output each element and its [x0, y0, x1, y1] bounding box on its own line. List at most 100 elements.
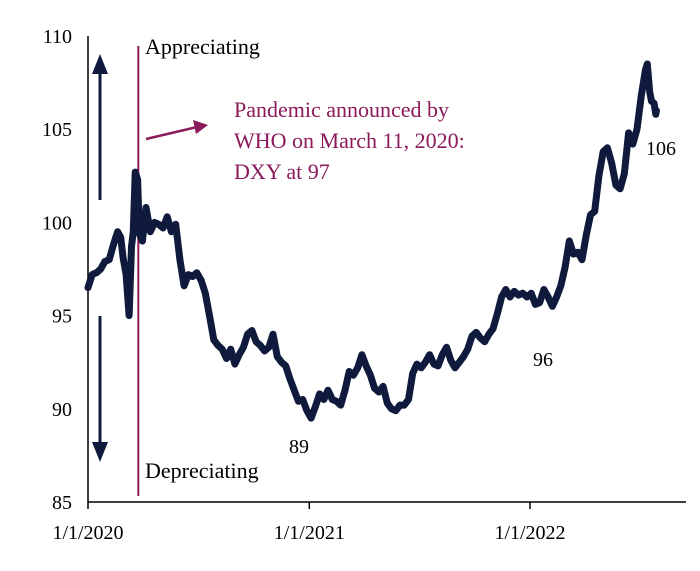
pandemic-annotation-line-2: WHO on March 11, 2020: [234, 128, 465, 153]
value-label-89: 89 [289, 436, 309, 458]
series-point [523, 293, 531, 301]
series-point [583, 232, 590, 239]
series-point [434, 362, 442, 370]
series-point [202, 290, 209, 297]
series-point [119, 254, 127, 261]
y-tick-label: 90 [52, 399, 72, 421]
series-point [528, 290, 535, 297]
series-point [257, 342, 264, 349]
x-tick-labels: 1/1/2020 1/1/2021 1/1/2022 [52, 502, 566, 544]
series-point [114, 228, 121, 235]
depreciating-arrow-head [92, 442, 108, 462]
series-point [176, 256, 184, 263]
series-point [244, 331, 251, 338]
series-point [265, 344, 272, 351]
y-tick-label: 110 [43, 26, 72, 48]
series-point [612, 181, 620, 189]
series-point [130, 228, 137, 235]
series-point [489, 325, 497, 332]
series-point [358, 351, 366, 358]
series-point [136, 230, 143, 237]
series-point [464, 346, 471, 353]
series-point [473, 329, 480, 336]
series-point [189, 273, 196, 280]
value-label-96: 96 [533, 349, 553, 371]
series-point [384, 400, 391, 407]
series-point [168, 228, 175, 235]
series-point [291, 387, 298, 394]
series-point [236, 351, 243, 358]
x-tick-label: 1/1/2020 [52, 522, 123, 544]
series-point [164, 213, 171, 220]
series-point [644, 60, 651, 68]
y-tick-label: 95 [52, 306, 72, 328]
series-point [128, 243, 135, 250]
series-point [367, 372, 374, 379]
series-point [274, 353, 281, 360]
series-point [460, 353, 467, 360]
series-point [544, 293, 552, 301]
pandemic-arrow-shaft [145, 125, 198, 141]
series-point [629, 140, 636, 148]
series-point [638, 92, 645, 99]
series-point [557, 282, 564, 289]
series-point [439, 351, 446, 358]
series-point [595, 172, 603, 179]
y-tick-label: 85 [52, 492, 72, 514]
series-point [549, 303, 556, 310]
series-point [379, 383, 387, 390]
series-point [93, 269, 100, 276]
series-point [312, 403, 319, 411]
series-point [574, 249, 581, 256]
series-point [84, 284, 92, 291]
series-point [447, 357, 454, 364]
series-point [536, 299, 543, 306]
series-point [405, 396, 412, 403]
axes [87, 36, 686, 503]
x-tick-label: 1/1/2021 [274, 522, 345, 544]
series-point [354, 364, 361, 371]
series-point [278, 359, 285, 366]
series-point [299, 396, 306, 403]
series-point [616, 185, 624, 192]
series-point [608, 159, 615, 166]
series-point [269, 331, 277, 338]
series-point [553, 293, 560, 301]
series-point [320, 396, 327, 403]
series-point [621, 170, 628, 178]
y-tick-labels: 85 90 95 100 105 110 [42, 26, 72, 514]
x-tick-label: 1/1/2022 [494, 522, 565, 544]
series-point [142, 204, 150, 211]
series-point [519, 290, 526, 297]
series-point [633, 126, 641, 133]
series-point [456, 359, 463, 366]
series-point [117, 234, 124, 241]
series-point [587, 211, 594, 219]
series-point [468, 332, 476, 340]
series-point [214, 342, 222, 349]
series-point [561, 263, 569, 271]
appreciating-arrow-head [92, 54, 108, 74]
series-point [231, 360, 239, 368]
series-point [341, 387, 349, 394]
series-point [401, 401, 408, 409]
series-point [646, 88, 653, 96]
series-point [110, 241, 117, 248]
series-point [481, 338, 488, 345]
series-point [443, 344, 450, 351]
series-point [600, 148, 607, 155]
series-point [286, 375, 294, 383]
series-point [418, 364, 425, 371]
pandemic-annotation-line-3: DXY at 97 [234, 159, 330, 184]
series-point [155, 221, 162, 228]
series-point [147, 228, 154, 235]
pandemic-annotation-line-1: Pandemic announced by [234, 97, 449, 122]
series-point [223, 355, 230, 362]
appreciating-label: Appreciating [145, 34, 260, 59]
series-points [84, 60, 660, 422]
series-point [362, 362, 370, 370]
direction-arrows [92, 54, 108, 462]
series-point [206, 312, 213, 319]
series-point [653, 107, 660, 114]
